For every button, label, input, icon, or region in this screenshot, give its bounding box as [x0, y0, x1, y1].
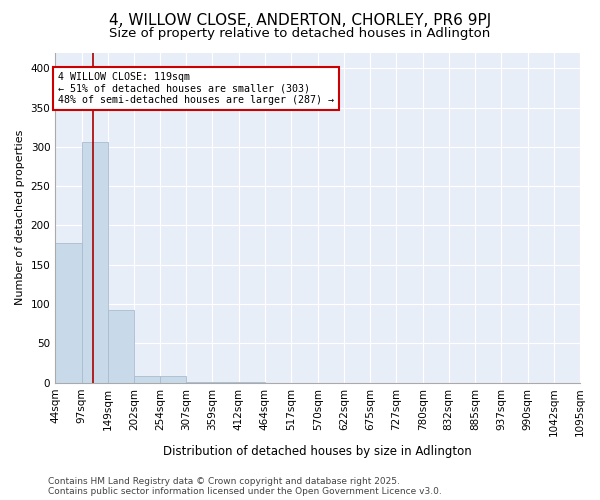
Bar	[55, 242, 82, 382]
Text: Contains HM Land Registry data © Crown copyright and database right 2025.
Contai: Contains HM Land Registry data © Crown c…	[48, 476, 442, 496]
X-axis label: Distribution of detached houses by size in Adlington: Distribution of detached houses by size …	[163, 444, 472, 458]
Y-axis label: Number of detached properties: Number of detached properties	[15, 130, 25, 306]
Bar	[160, 376, 187, 382]
Bar	[107, 310, 134, 382]
Text: Size of property relative to detached houses in Adlington: Size of property relative to detached ho…	[109, 28, 491, 40]
Text: 4 WILLOW CLOSE: 119sqm
← 51% of detached houses are smaller (303)
48% of semi-de: 4 WILLOW CLOSE: 119sqm ← 51% of detached…	[58, 72, 334, 106]
Text: 4, WILLOW CLOSE, ANDERTON, CHORLEY, PR6 9PJ: 4, WILLOW CLOSE, ANDERTON, CHORLEY, PR6 …	[109, 12, 491, 28]
Bar	[82, 142, 107, 382]
Bar	[134, 376, 160, 382]
